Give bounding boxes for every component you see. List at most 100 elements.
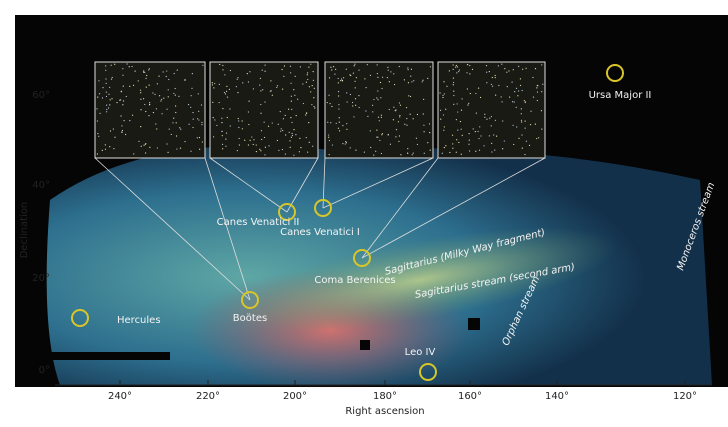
star: [303, 103, 304, 104]
star: [307, 74, 308, 75]
star: [310, 64, 311, 65]
star: [373, 99, 374, 100]
star: [452, 64, 453, 65]
star: [226, 86, 227, 87]
star: [259, 85, 260, 86]
star: [335, 69, 336, 70]
star: [469, 150, 470, 151]
star: [467, 104, 468, 105]
star: [176, 135, 177, 136]
star: [453, 104, 454, 105]
star: [461, 154, 462, 155]
star: [236, 86, 237, 87]
star: [277, 140, 278, 141]
star: [343, 77, 344, 78]
star: [299, 138, 300, 139]
star: [460, 121, 461, 122]
star: [423, 125, 424, 126]
star: [176, 148, 177, 149]
star: [469, 73, 470, 74]
star: [373, 154, 374, 155]
star: [379, 140, 380, 141]
star: [444, 126, 445, 127]
star: [475, 151, 476, 152]
star: [366, 87, 367, 88]
star: [521, 134, 522, 135]
star: [406, 118, 407, 119]
star: [112, 77, 113, 78]
star: [495, 75, 496, 76]
star: [162, 113, 163, 114]
star: [388, 134, 389, 135]
star: [225, 139, 226, 140]
star: [99, 113, 100, 114]
star: [410, 96, 411, 97]
star: [105, 65, 106, 66]
star: [381, 134, 382, 135]
star: [184, 141, 185, 142]
star: [313, 97, 314, 98]
star: [542, 84, 543, 85]
star: [516, 107, 517, 108]
star: [191, 88, 192, 89]
star: [453, 95, 454, 96]
star: [294, 95, 295, 96]
star: [364, 151, 365, 152]
star: [122, 68, 123, 69]
star: [511, 82, 512, 83]
star: [399, 102, 400, 103]
star: [469, 133, 470, 134]
star: [238, 127, 239, 128]
star: [129, 120, 130, 121]
star: [248, 144, 249, 145]
star: [377, 90, 378, 91]
star: [375, 151, 376, 152]
star: [198, 111, 199, 112]
star: [370, 75, 371, 76]
star: [260, 150, 261, 151]
star: [307, 79, 308, 80]
star: [444, 93, 445, 94]
star: [338, 91, 339, 92]
star: [521, 121, 522, 122]
star: [400, 154, 401, 155]
star: [378, 117, 379, 118]
star: [522, 148, 523, 149]
star: [96, 108, 97, 109]
star: [276, 87, 277, 88]
star: [399, 115, 400, 116]
star: [541, 110, 542, 111]
star: [174, 73, 175, 74]
star: [188, 104, 189, 105]
star: [237, 92, 238, 93]
star: [440, 110, 441, 111]
star: [168, 89, 169, 90]
star: [456, 65, 457, 66]
star: [458, 71, 459, 72]
star: [270, 80, 271, 81]
y-tick-label: 40°: [32, 180, 50, 191]
star: [140, 99, 141, 100]
star: [328, 137, 329, 138]
star: [407, 148, 408, 149]
star: [280, 131, 281, 132]
star: [501, 96, 502, 97]
star: [309, 142, 310, 143]
star: [213, 87, 214, 88]
star: [201, 124, 202, 125]
star: [159, 95, 160, 96]
star: [285, 153, 286, 154]
star: [486, 82, 487, 83]
star: [143, 98, 144, 99]
star: [367, 64, 368, 65]
star: [382, 77, 383, 78]
page: HerculesBoötesCanes Venatici IICanes Ven…: [0, 0, 728, 423]
star: [404, 79, 405, 80]
star: [446, 86, 447, 87]
star: [520, 78, 521, 79]
star: [262, 70, 263, 71]
star: [522, 90, 523, 91]
star: [278, 124, 279, 125]
x-axis-label: Right ascension: [345, 406, 424, 417]
star: [336, 123, 337, 124]
